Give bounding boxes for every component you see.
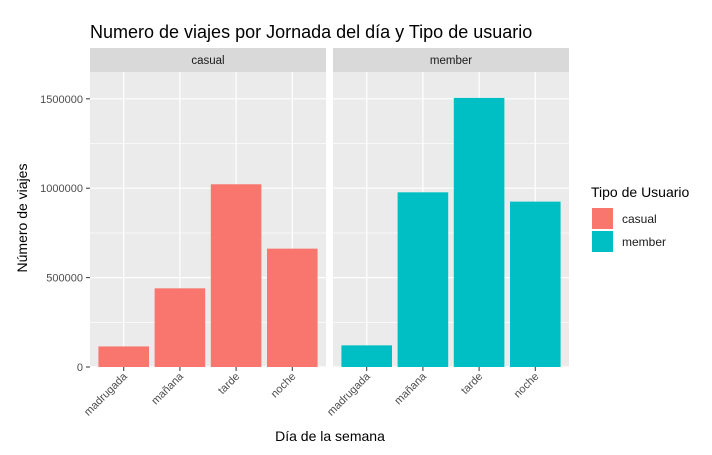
bar-member-madrugada — [341, 345, 392, 367]
y-tick-label: 1000000 — [40, 183, 83, 195]
x-tick-label: noche — [512, 371, 542, 401]
legend-key-casual — [592, 208, 613, 229]
facet-strip-label: member — [430, 55, 472, 67]
x-tick-label: madrugada — [325, 370, 373, 418]
x-tick-label: madrugada — [82, 370, 130, 418]
x-tick-label: tarde — [216, 371, 242, 397]
bar-member-mañana — [397, 192, 449, 367]
legend-title: Tipo de Usuario — [591, 184, 690, 200]
facet-strip-label: casual — [191, 55, 224, 67]
legend-key-member — [592, 231, 613, 252]
legend-label-casual: casual — [622, 212, 657, 226]
facet-strip — [90, 48, 326, 72]
x-tick-label: mañana — [149, 370, 186, 407]
y-tick-label: 500000 — [46, 273, 83, 285]
bar-member-noche — [510, 201, 561, 367]
bar-casual-noche — [267, 248, 318, 367]
legend: Tipo de Usuario casual member — [591, 184, 690, 252]
bar-casual-tarde — [210, 184, 262, 367]
y-tick-label: 1500000 — [40, 94, 83, 106]
chart-title: Numero de viajes por Jornada del día y T… — [90, 22, 532, 42]
x-tick-label: mañana — [392, 370, 429, 407]
bar-casual-mañana — [154, 288, 206, 367]
y-axis-title: Número de viajes — [14, 164, 30, 273]
facet-strip — [333, 48, 569, 72]
x-tick-label: tarde — [459, 371, 485, 397]
bar-casual-madrugada — [98, 346, 149, 367]
x-tick-label: noche — [269, 371, 299, 401]
facet-panels: 0 500000 1000000 1500000 casual madrugada maña… — [40, 48, 569, 418]
facet-panel-member: member madrugada mañana tarde noche — [325, 48, 569, 418]
x-axis-title: Día de la semana — [275, 428, 385, 444]
legend-label-member: member — [622, 235, 666, 249]
bar-member-tarde — [453, 97, 505, 367]
facet-panel-casual: casual madrugada mañana tarde noche — [82, 48, 326, 418]
y-tick-label: 0 — [77, 362, 83, 374]
